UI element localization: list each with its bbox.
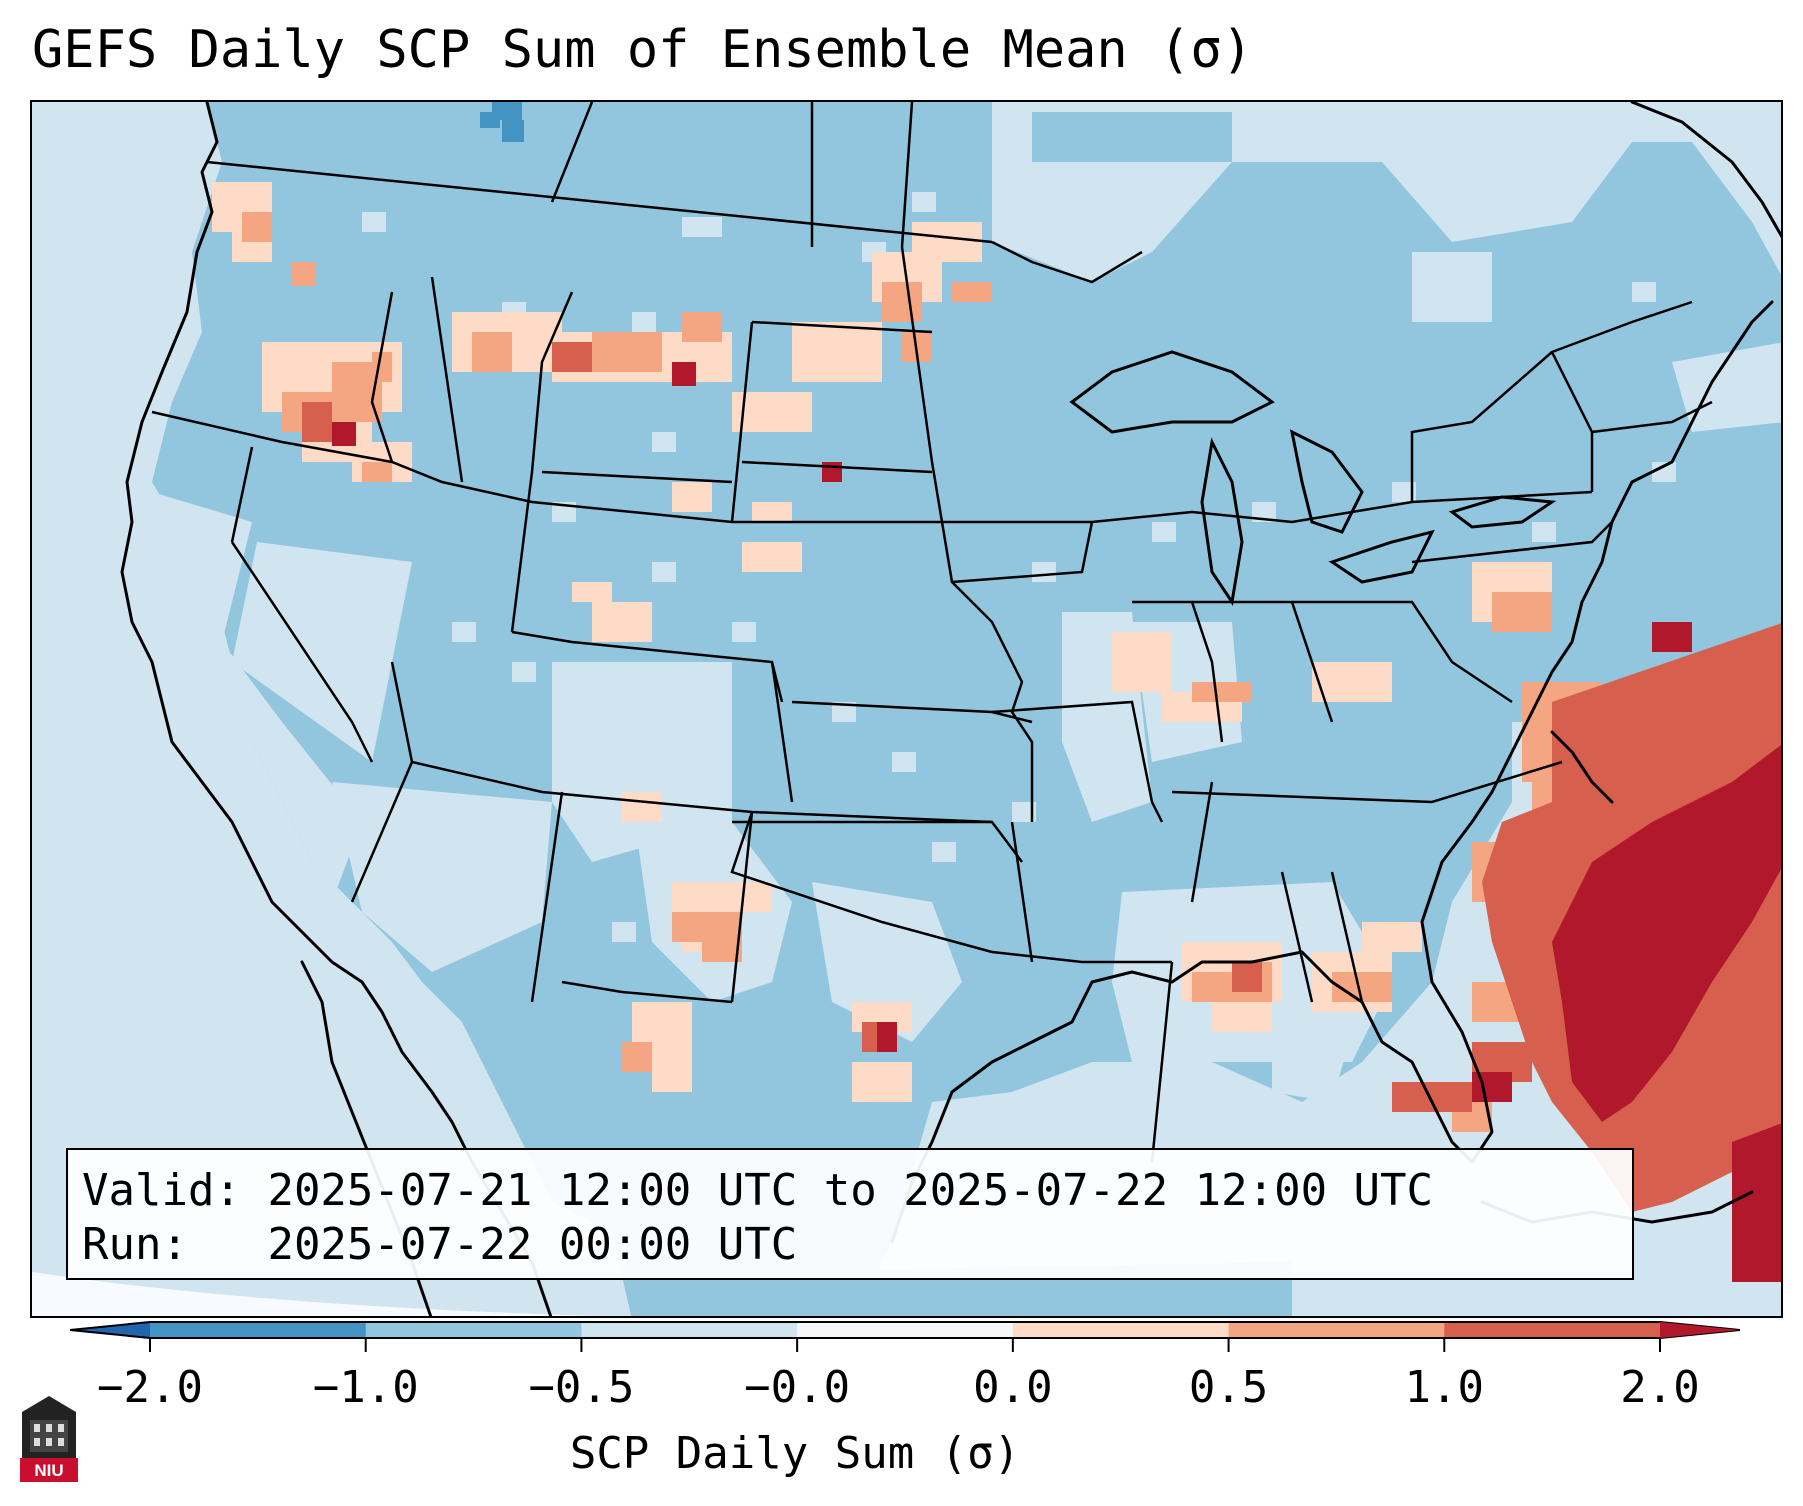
colorbar-tick-label: −0.0 [744, 1362, 851, 1413]
colorbar-bin [797, 1322, 1014, 1338]
valid-label: Valid: [82, 1165, 241, 1216]
niu-logo: NIU [20, 1396, 78, 1482]
colorbar-tick-label: −1.0 [312, 1362, 419, 1413]
colorbar-bin [1228, 1322, 1445, 1338]
colorbar-label: SCP Daily Sum (σ) [569, 1428, 1021, 1479]
colorbar-bin [581, 1322, 798, 1338]
colorbar-tick-label: 0.5 [1188, 1362, 1269, 1413]
projection-edge [32, 1272, 599, 1316]
map-panel [30, 100, 1783, 1318]
colorbar-tick-label: 0.0 [973, 1362, 1053, 1413]
colorbar-ticks [149, 1338, 1661, 1352]
state-borders [151, 102, 1713, 1163]
niu-logo-text: NIU [34, 1461, 63, 1480]
dark-blue-patch [480, 102, 524, 142]
colorbar-bin [150, 1322, 367, 1338]
colorbar-tick-label: 1.0 [1404, 1362, 1485, 1413]
great-lakes [1069, 350, 1557, 606]
valid-value: 2025-07-21 12:00 UTC to 2025-07-22 12:00… [267, 1165, 1434, 1216]
colorbar [69, 1321, 1740, 1352]
colorbar-bins [69, 1321, 1740, 1339]
run-label: Run: [82, 1219, 188, 1270]
colorbar-bin [1012, 1322, 1230, 1338]
colorbar-under-arrow [70, 1322, 150, 1338]
page-title: GEFS Daily SCP Sum of Ensemble Mean (σ) [32, 20, 1253, 80]
colorbar-over-arrow [1660, 1322, 1740, 1338]
colorbar-tick-label: 2.0 [1620, 1362, 1700, 1413]
colorbar-bin [1444, 1322, 1661, 1338]
light-pixels [362, 162, 1676, 942]
colorbar-tick-label: −0.5 [528, 1362, 635, 1413]
colorbar-tick-label: −2.0 [97, 1362, 203, 1413]
colorbar-bin [365, 1322, 582, 1338]
lighter-interior [152, 102, 1781, 1102]
valid-run-info-box: Valid: 2025-07-21 12:00 UTC to 2025-07-2… [66, 1148, 1634, 1280]
map-canvas [32, 102, 1781, 1316]
run-value: 2025-07-22 00:00 UTC [267, 1219, 798, 1270]
